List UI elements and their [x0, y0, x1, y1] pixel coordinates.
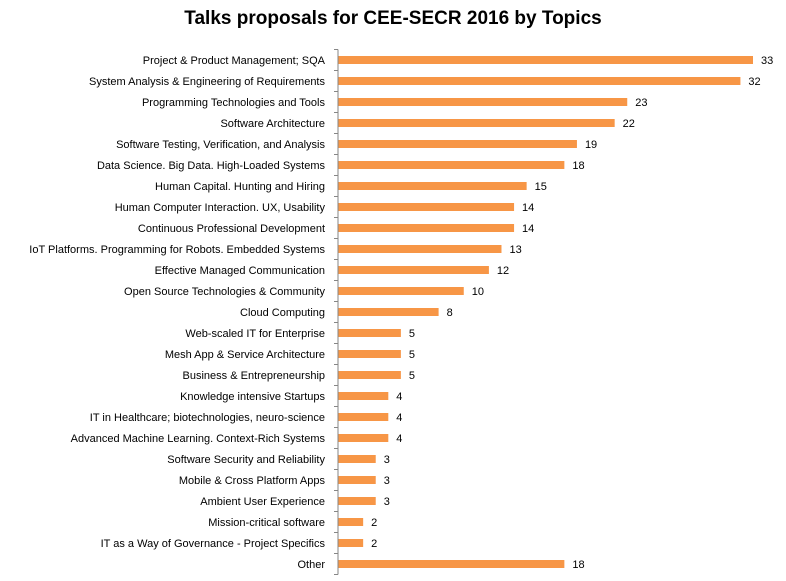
ticks-layer [334, 49, 338, 575]
bar-24 [338, 560, 565, 568]
chart-title: Talks proposals for CEE-SECR 2016 by Top… [184, 8, 602, 29]
bar-6 [338, 182, 527, 190]
data-label: 4 [396, 412, 402, 424]
data-label: 3 [384, 475, 390, 487]
bar-16 [338, 392, 389, 400]
category-label: Mobile & Cross Platform Apps [179, 475, 326, 487]
data-label: 4 [396, 391, 402, 403]
bar-2 [338, 98, 628, 106]
category-label: Open Source Technologies & Community [124, 286, 325, 298]
data-label: 2 [371, 517, 377, 529]
data-label: 18 [572, 559, 584, 571]
bar-17 [338, 413, 389, 421]
category-label: Web-scaled IT for Enterprise [185, 328, 325, 340]
bar-14 [338, 350, 401, 358]
data-label: 13 [509, 244, 521, 256]
bar-8 [338, 224, 515, 232]
data-label: 5 [409, 370, 415, 382]
bar-0 [338, 56, 753, 64]
bar-21 [338, 497, 376, 505]
data-label: 18 [572, 160, 584, 172]
data-label: 3 [384, 454, 390, 466]
category-label: System Analysis & Engineering of Require… [89, 76, 326, 88]
category-label: Human Capital. Hunting and Hiring [155, 181, 325, 193]
category-label: Continuous Professional Development [138, 223, 325, 235]
bar-23 [338, 539, 364, 547]
bar-1 [338, 77, 741, 85]
bar-9 [338, 245, 502, 253]
bar-4 [338, 140, 577, 148]
data-label: 12 [497, 265, 509, 277]
bar-13 [338, 329, 401, 337]
bar-7 [338, 203, 515, 211]
bar-18 [338, 434, 389, 442]
category-label: IoT Platforms. Programming for Robots. E… [29, 244, 325, 256]
category-label: Human Computer Interaction. UX, Usabilit… [115, 202, 326, 214]
data-label: 15 [535, 181, 547, 193]
bar-3 [338, 119, 615, 127]
data-label: 23 [635, 97, 647, 109]
data-label: 2 [371, 538, 377, 550]
bar-5 [338, 161, 565, 169]
data-label: 4 [396, 433, 402, 445]
category-label: Advanced Machine Learning. Context-Rich … [71, 433, 326, 445]
category-label: Mesh App & Service Architecture [165, 349, 325, 361]
bar-11 [338, 287, 464, 295]
category-label: Effective Managed Communication [155, 265, 325, 277]
category-label: Mission-critical software [208, 517, 325, 529]
data-label: 5 [409, 328, 415, 340]
bar-22 [338, 518, 364, 526]
labels-layer: Project & Product Management; SQA 33Syste… [29, 55, 773, 571]
bar-19 [338, 455, 376, 463]
data-label: 14 [522, 202, 534, 214]
category-label: Software Architecture [220, 118, 325, 130]
category-label: IT in Healthcare; biotechnologies, neuro… [90, 412, 325, 424]
data-label: 14 [522, 223, 534, 235]
data-label: 5 [409, 349, 415, 361]
category-label: Data Science. Big Data. High-Loaded Syst… [97, 160, 326, 172]
bar-12 [338, 308, 439, 316]
bar-10 [338, 266, 489, 274]
category-label: Cloud Computing [240, 307, 325, 319]
category-label: IT as a Way of Governance - Project Spec… [101, 538, 326, 550]
category-label: Business & Entrepreneurship [183, 370, 325, 382]
data-label: 3 [384, 496, 390, 508]
category-label: Programming Technologies and Tools [142, 97, 326, 109]
bar-20 [338, 476, 376, 484]
data-label: 8 [447, 307, 453, 319]
bars-layer [338, 56, 753, 568]
data-label: 33 [761, 55, 773, 67]
data-label: 22 [623, 118, 635, 130]
category-label: Software Security and Reliability [167, 454, 325, 466]
category-label: Knowledge intensive Startups [180, 391, 325, 403]
bar-15 [338, 371, 401, 379]
data-label: 10 [472, 286, 484, 298]
category-label: Other [297, 559, 325, 571]
category-label: Ambient User Experience [200, 496, 325, 508]
category-label: Project & Product Management; SQA [143, 55, 326, 67]
data-label: 19 [585, 139, 597, 151]
category-label: Software Testing, Verification, and Anal… [116, 139, 325, 151]
data-label: 32 [748, 76, 760, 88]
